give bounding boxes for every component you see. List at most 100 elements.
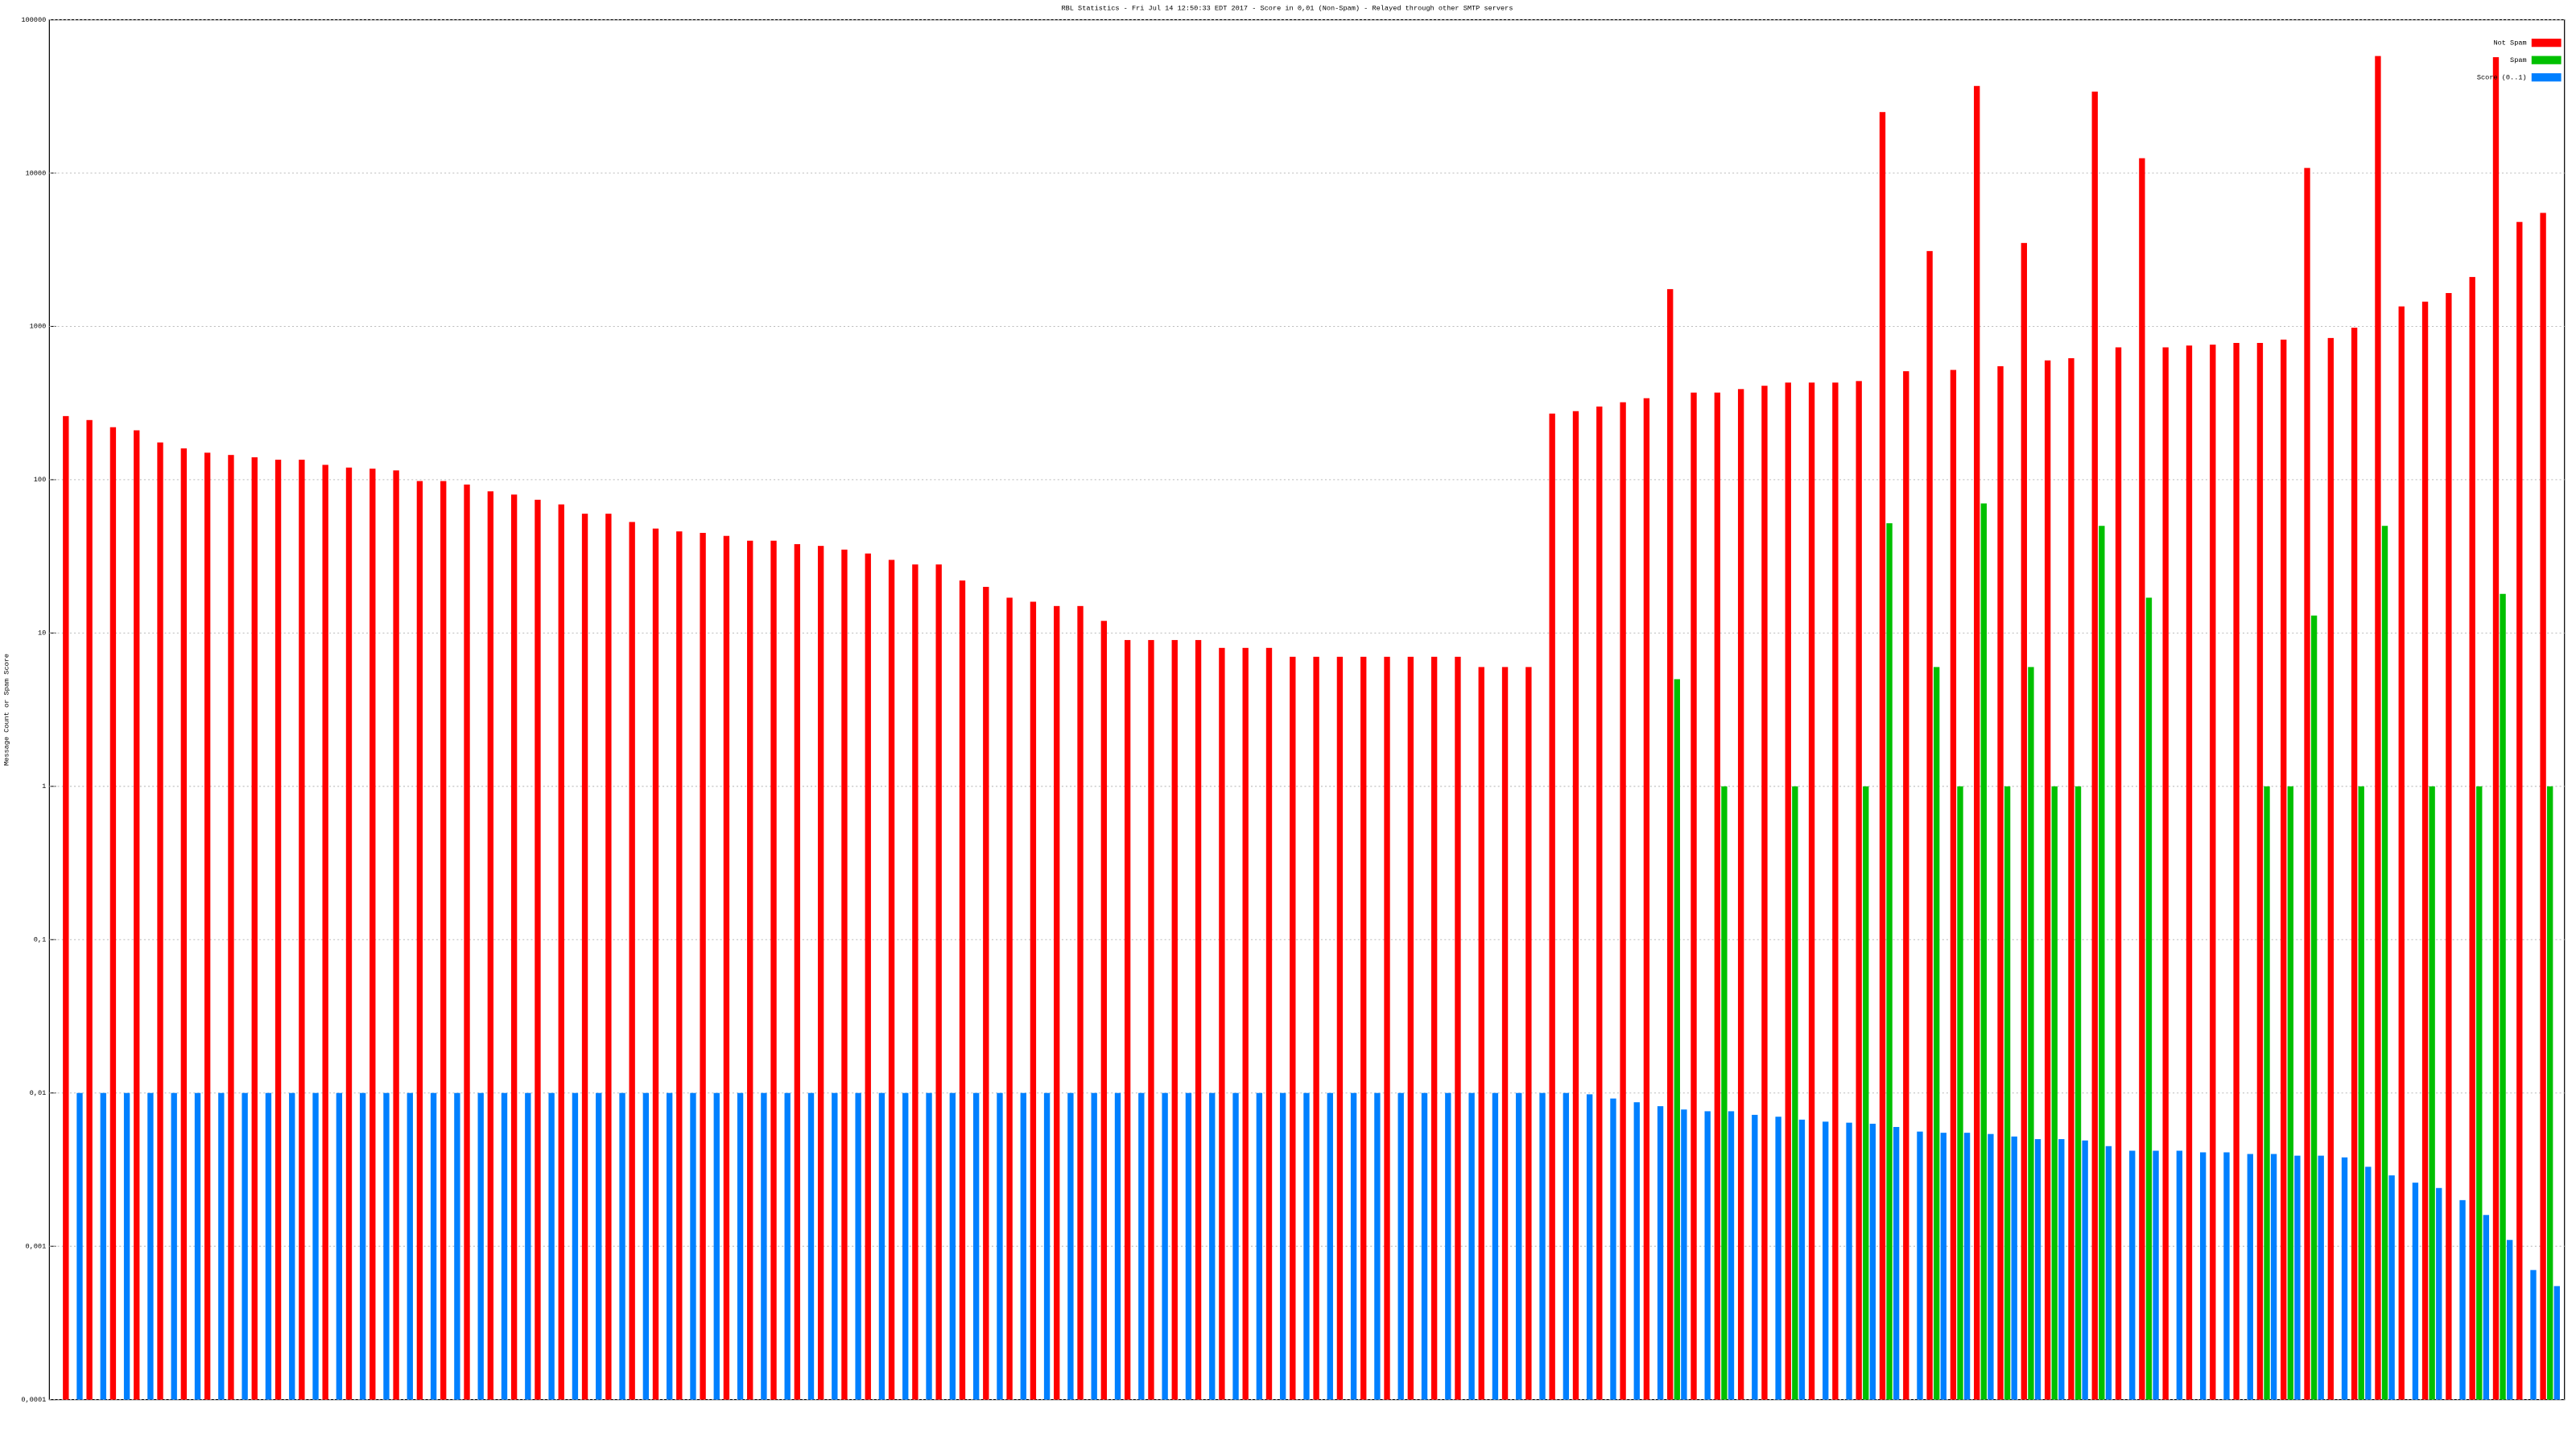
bar [2351,328,2358,1400]
y-tick-label: 0,001 [26,1242,47,1250]
bar [2145,597,2153,1400]
bar [1492,1092,1499,1400]
bar [2270,1154,2277,1400]
bar [1124,640,1131,1400]
bar [109,427,117,1400]
bar [2233,343,2240,1400]
bar [525,1092,531,1400]
bar [2115,347,2122,1400]
bar [2516,221,2523,1400]
bar [1886,522,1893,1400]
chart-title: RBL Statistics - Fri Jul 14 12:50:33 EDT… [1061,4,1513,12]
bar [2304,167,2310,1400]
bar [2091,91,2098,1400]
bar [794,543,801,1400]
bar [1185,1092,1192,1400]
bar [2412,1183,2419,1400]
bar [1525,667,1532,1400]
bar [1586,1094,1593,1400]
bar [336,1092,343,1400]
bar [2074,786,2082,1400]
bar [383,1092,390,1400]
y-tick-label: 1 [42,782,46,791]
y-tick-label: 0,01 [30,1089,47,1097]
bar [2327,337,2334,1400]
bar [1974,85,1980,1400]
bar [242,1092,248,1400]
bar [265,1092,272,1400]
bar [2034,1139,2041,1400]
bar [723,535,730,1400]
bar [2256,343,2264,1400]
bar [1162,1092,1168,1400]
bar [1290,656,1296,1400]
bar [1006,597,1013,1400]
bar [1775,1117,1781,1400]
bar [1657,1106,1664,1400]
bar [1808,382,1815,1400]
bar [642,1092,650,1400]
bar [2287,786,2293,1400]
legend-label: Score (0..1) [2477,73,2527,81]
bar [2530,1269,2537,1400]
bar [690,1092,696,1400]
bar [2318,1155,2324,1400]
bar [2281,339,2287,1400]
bar [1667,289,1674,1400]
bar [2129,1150,2136,1400]
bar [2082,1140,2088,1400]
bar [2506,1240,2513,1400]
bar [510,494,518,1400]
bar [312,1092,319,1400]
bar [147,1092,154,1400]
bar [747,540,753,1400]
legend-label: Spam [2510,56,2527,64]
bar [558,504,564,1400]
bar [1043,1092,1051,1400]
bar [713,1092,720,1400]
bar [218,1092,225,1400]
y-tick-label: 1000 [30,323,47,331]
bar [2553,1286,2560,1400]
bar [2436,1187,2442,1400]
bar [807,1092,815,1400]
bar [855,1092,861,1400]
bar [2540,213,2546,1400]
bar [1610,1098,1616,1400]
bar [1350,1092,1357,1400]
bar [1681,1109,1687,1400]
bar [619,1092,625,1400]
bar [596,1092,602,1400]
y-tick-label: 100000 [21,16,46,24]
bar [345,467,353,1400]
bar [1067,1092,1074,1400]
bar [369,469,376,1400]
bar [134,430,140,1400]
bar [2421,301,2429,1400]
bar [1792,786,1798,1400]
bar [464,484,470,1400]
bar [1869,1123,1876,1400]
bar [1219,647,1225,1400]
bar [1242,647,1249,1400]
bar [2264,786,2270,1400]
bar [2476,786,2483,1400]
bar [2247,1154,2253,1400]
bar [770,540,777,1400]
bar [1940,1133,1946,1400]
bar [737,1092,744,1400]
bar [2051,786,2058,1400]
bar [865,553,871,1400]
bar [63,415,69,1400]
bar [1138,1092,1145,1400]
bar [1077,605,1084,1400]
bar [1997,365,2004,1400]
bar [817,546,824,1400]
y-tick-label: 100 [34,476,46,484]
bar [1798,1119,1806,1400]
bar [1020,1092,1026,1400]
bar [2429,786,2435,1400]
bar [1728,1111,1735,1400]
bar [416,481,423,1400]
